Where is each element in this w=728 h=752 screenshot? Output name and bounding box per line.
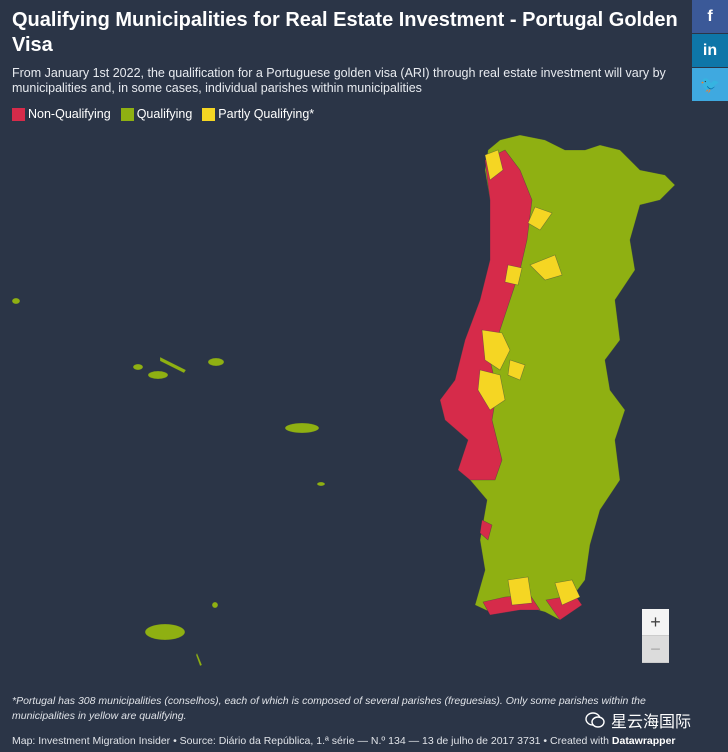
- island: [284, 422, 320, 434]
- legend-swatch: [202, 107, 216, 121]
- legend-label: Non-Qualifying: [28, 107, 111, 121]
- island: [11, 297, 21, 305]
- region-partly-qualifying: [484, 149, 504, 181]
- island: [211, 601, 219, 609]
- twitter-button[interactable]: 🐦: [692, 68, 728, 101]
- region-partly-qualifying: [477, 369, 506, 411]
- source: Map: Investment Migration Insider • Sour…: [12, 735, 676, 747]
- zoom-in-button[interactable]: +: [642, 609, 669, 636]
- wechat-icon: [585, 712, 605, 728]
- legend-label: Qualifying: [136, 107, 193, 121]
- watermark: 星云海国际: [585, 708, 691, 732]
- legend-item: Non-Qualifying: [12, 107, 111, 121]
- region-partly-qualifying: [481, 329, 511, 371]
- island: [195, 652, 203, 667]
- legend-swatch: [12, 107, 25, 121]
- region-partly-qualifying: [507, 576, 533, 606]
- region-partly-qualifying: [507, 359, 526, 381]
- region-non-qualifying: [439, 149, 533, 481]
- region-partly-qualifying: [529, 254, 563, 281]
- region-non-qualifying: [479, 519, 493, 541]
- watermark-text: 星云海国际: [611, 714, 692, 731]
- legend-item: Qualifying: [120, 107, 193, 121]
- island: [144, 623, 186, 641]
- map: [11, 134, 676, 667]
- island: [316, 481, 326, 487]
- region-partly-qualifying: [527, 206, 553, 231]
- legend-label: Partly Qualifying*: [218, 107, 315, 121]
- region-partly-qualifying: [504, 264, 523, 286]
- facebook-button[interactable]: f: [692, 0, 728, 33]
- island: [132, 363, 144, 371]
- title: Qualifying Municipalities for Real Estat…: [12, 9, 678, 56]
- subtitle: From January 1st 2022, the qualification…: [12, 66, 666, 95]
- linkedin-button[interactable]: in: [692, 34, 728, 67]
- island: [207, 357, 225, 367]
- zoom-controls: + −: [642, 609, 669, 663]
- footnote: *Portugal has 308 municipalities (consel…: [12, 695, 646, 722]
- source-tool[interactable]: Datawrapper: [611, 735, 676, 747]
- zoom-out-button[interactable]: −: [642, 636, 669, 663]
- social-bar: f in 🐦: [692, 0, 728, 102]
- legend: Non-Qualifying Qualifying Partly Qualify…: [12, 107, 314, 121]
- legend-swatch: [120, 107, 134, 121]
- region-partly-qualifying: [554, 579, 581, 606]
- island: [147, 370, 169, 380]
- island: [159, 356, 187, 374]
- legend-item: Partly Qualifying*: [202, 107, 314, 121]
- source-text: Map: Investment Migration Insider • Sour…: [12, 735, 612, 747]
